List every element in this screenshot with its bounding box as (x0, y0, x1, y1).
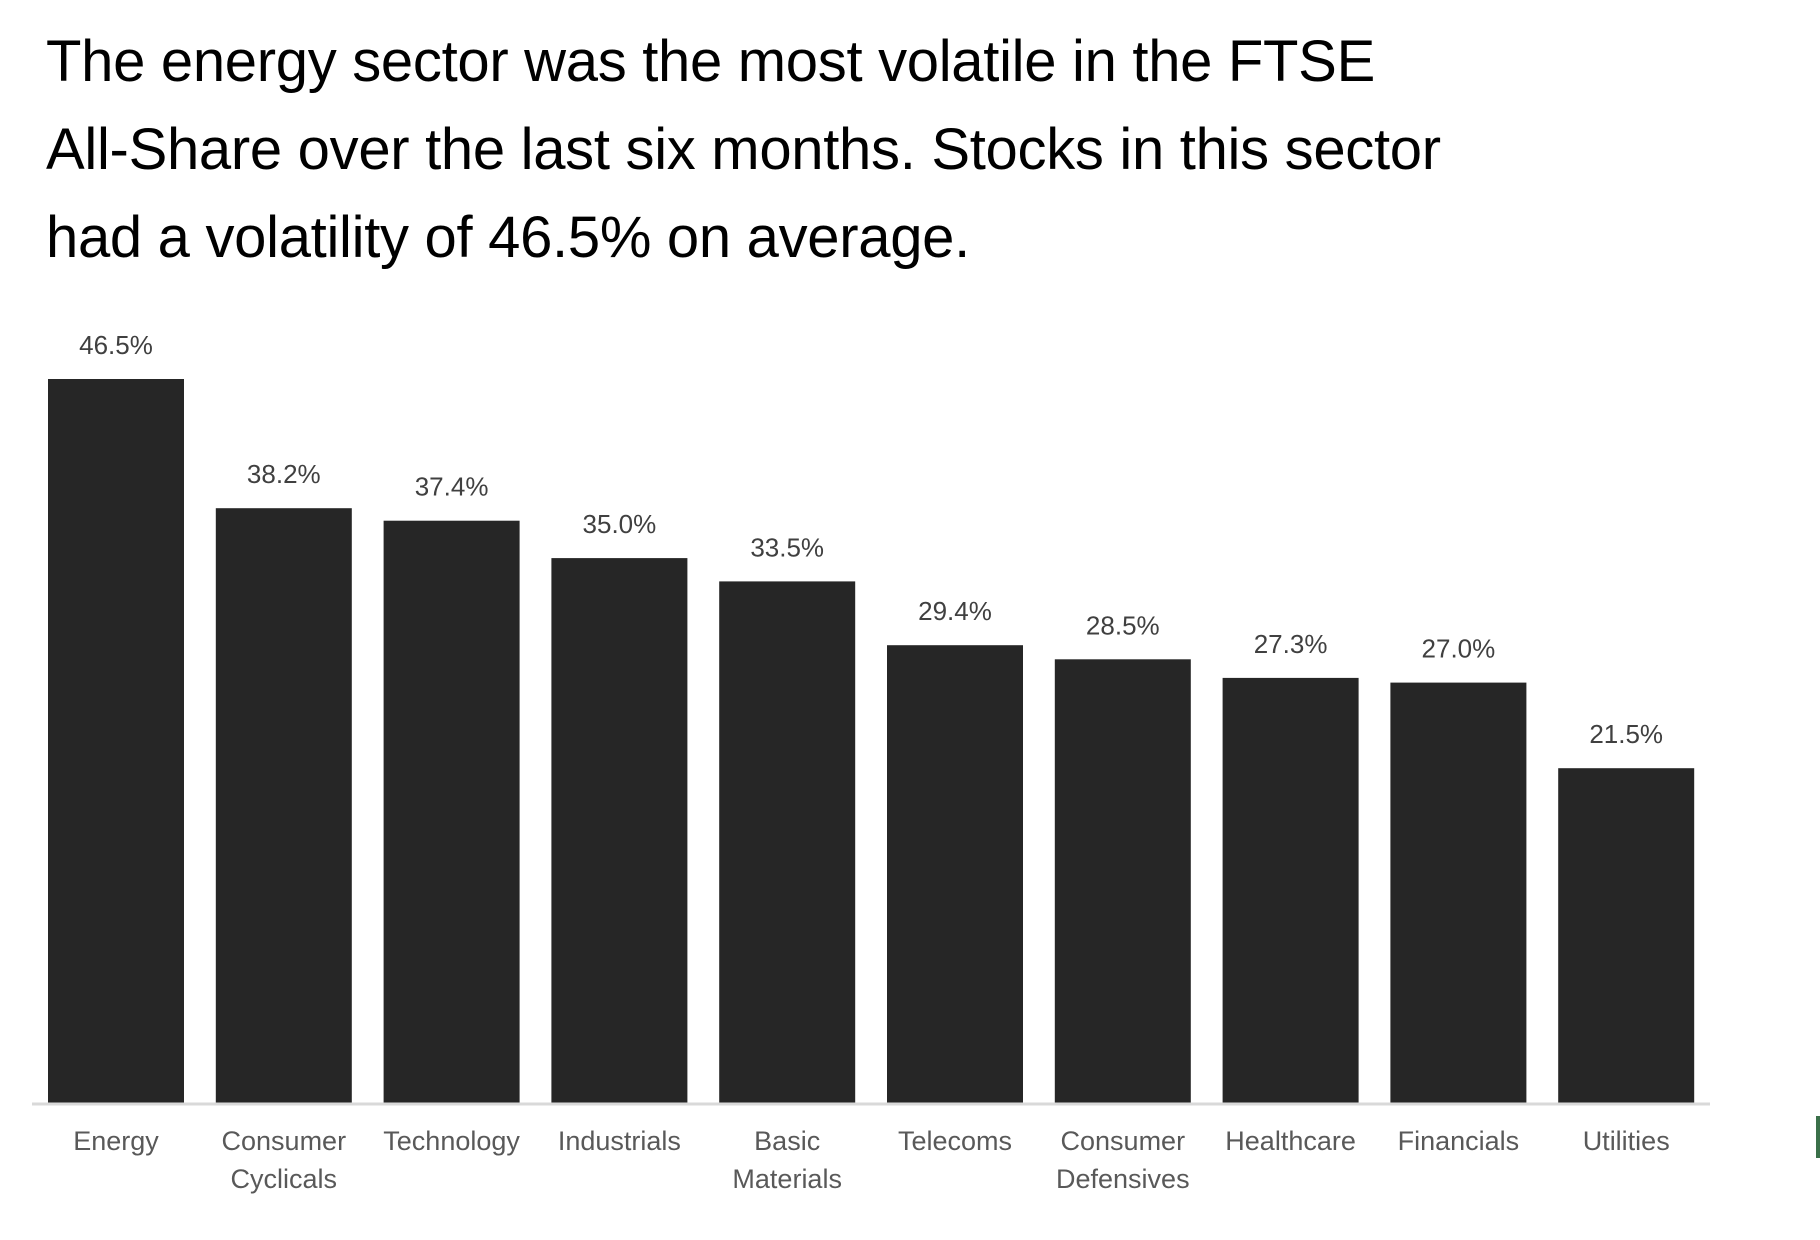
data-label-utilities: 21.5% (1589, 719, 1663, 749)
category-label-consumer-cyclicals: Consumer Cyclicals (222, 1126, 347, 1194)
bar-financials (1390, 682, 1527, 1103)
data-labels-group: 46.5% 38.2% 37.4% 35.0% 33.5% 29.4% 28.5% 27.3%… (79, 330, 1663, 749)
category-label-line: Energy (73, 1126, 159, 1156)
bar-consumer-cyclicals (215, 508, 352, 1103)
bars-group (48, 379, 1695, 1103)
category-label-line: Consumer (222, 1126, 347, 1156)
category-label-utilities: Utilities (1583, 1126, 1670, 1156)
edge-marker (1816, 1116, 1820, 1158)
data-label-healthcare: 27.3% (1254, 629, 1328, 659)
chart-title-line-3: had a volatility of 46.5% on average. (46, 205, 970, 270)
data-label-consumer-cyclicals: 38.2% (247, 459, 321, 489)
category-label-line: Basic (754, 1126, 820, 1156)
category-label-line: Utilities (1583, 1126, 1670, 1156)
bar-healthcare (1222, 677, 1359, 1103)
data-label-technology: 37.4% (415, 472, 489, 502)
category-label-line: Financials (1398, 1126, 1520, 1156)
data-label-telecoms: 29.4% (918, 596, 992, 626)
bar-basic-materials (719, 581, 856, 1103)
bar-telecoms (887, 645, 1023, 1103)
category-label-line: Consumer (1061, 1126, 1186, 1156)
data-label-basic-materials: 33.5% (750, 532, 824, 562)
category-label-energy: Energy (73, 1126, 159, 1156)
category-label-financials: Financials (1398, 1126, 1520, 1156)
data-label-consumer-defensives: 28.5% (1086, 610, 1160, 640)
category-label-industrials: Industrials (558, 1126, 681, 1156)
bar-energy (48, 379, 184, 1103)
category-label-technology: Technology (383, 1126, 520, 1156)
chart-title-line-1: The energy sector was the most volatile … (46, 29, 1375, 94)
category-label-line: Telecoms (898, 1126, 1012, 1156)
category-label-line: Materials (732, 1164, 842, 1194)
category-label-line: Technology (383, 1126, 520, 1156)
data-label-financials: 27.0% (1422, 634, 1496, 664)
category-label-basic-materials: Basic Materials (732, 1126, 842, 1194)
bar-utilities (1558, 768, 1695, 1103)
chart-title-line-2: All-Share over the last six months. Stoc… (46, 117, 1441, 182)
category-label-line: Industrials (558, 1126, 681, 1156)
data-label-energy: 46.5% (79, 330, 153, 360)
chart-title: The energy sector was the most volatile … (46, 18, 1786, 282)
category-label-telecoms: Telecoms (898, 1126, 1012, 1156)
category-label-consumer-defensives: Consumer Defensives (1056, 1126, 1190, 1194)
category-label-line: Cyclicals (231, 1164, 338, 1194)
category-labels-group: Energy Consumer Cyclicals Technology Industr… (73, 1126, 1669, 1194)
bar-industrials (551, 558, 688, 1103)
data-label-industrials: 35.0% (583, 509, 657, 539)
category-label-line: Defensives (1056, 1164, 1190, 1194)
bar-technology (383, 520, 520, 1103)
category-label-line: Healthcare (1225, 1126, 1356, 1156)
bar-consumer-defensives (1054, 659, 1191, 1103)
category-label-healthcare: Healthcare (1225, 1126, 1356, 1156)
